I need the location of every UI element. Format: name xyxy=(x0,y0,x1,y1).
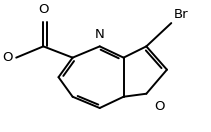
Text: O: O xyxy=(38,3,49,16)
Text: Br: Br xyxy=(173,8,188,21)
Text: N: N xyxy=(95,28,105,41)
Text: O: O xyxy=(154,100,164,113)
Text: O: O xyxy=(3,51,13,64)
